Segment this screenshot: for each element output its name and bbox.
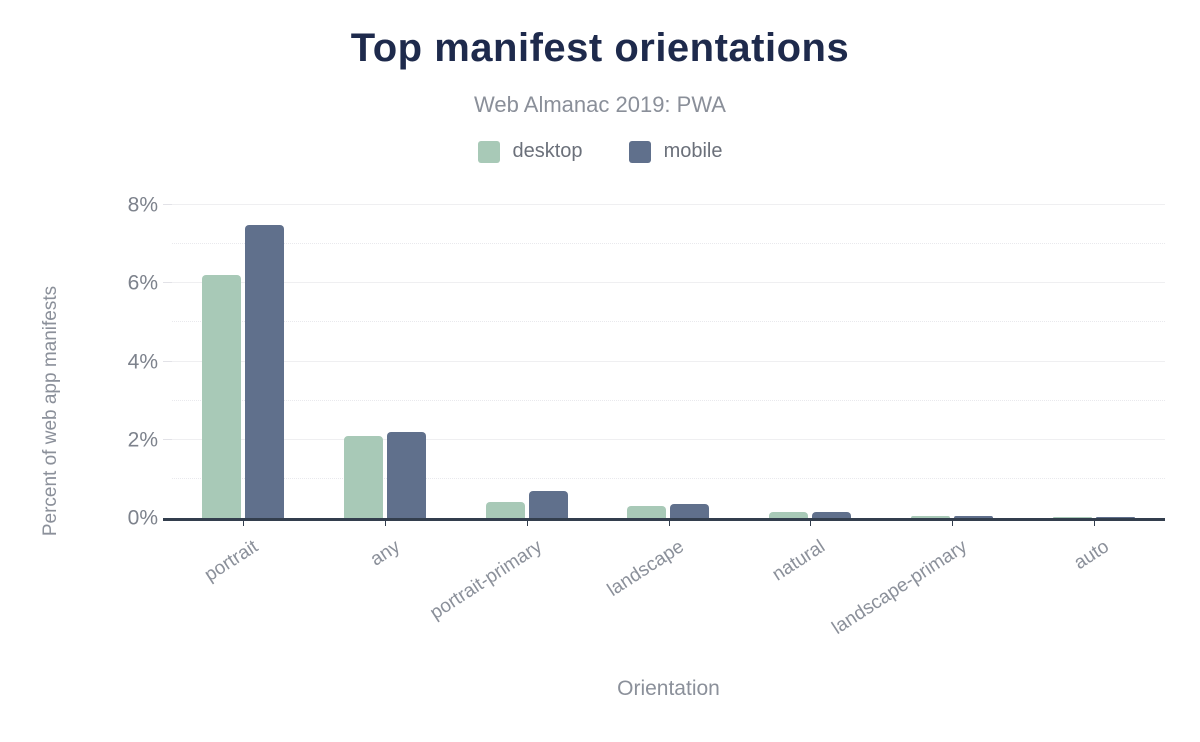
legend-label-mobile: mobile bbox=[663, 140, 723, 162]
x-category-label-portrait-primary: portrait-primary bbox=[426, 536, 546, 624]
y-tick-mark bbox=[163, 360, 172, 362]
bar-desktop-landscape-primary[interactable] bbox=[911, 516, 951, 518]
gridline bbox=[172, 321, 1165, 323]
x-category-label-landscape: landscape bbox=[603, 536, 688, 601]
bar-desktop-auto[interactable] bbox=[1053, 516, 1093, 518]
bar-mobile-portrait-primary[interactable] bbox=[528, 490, 568, 518]
bar-group-any bbox=[314, 205, 456, 518]
bar-group-portrait bbox=[172, 205, 314, 518]
bar-desktop-landscape[interactable] bbox=[627, 506, 667, 518]
gridline bbox=[172, 399, 1165, 401]
x-tick-mark bbox=[526, 521, 528, 526]
x-category-label-auto: auto bbox=[1070, 536, 1113, 574]
legend-swatch-mobile bbox=[628, 140, 651, 163]
legend-item-desktop[interactable]: desktop bbox=[477, 140, 583, 163]
legend-item-mobile[interactable]: mobile bbox=[628, 140, 723, 163]
bar-group-natural bbox=[739, 205, 881, 518]
bar-mobile-auto[interactable] bbox=[1096, 516, 1136, 518]
y-tick-label: 6% bbox=[127, 271, 158, 295]
x-category-label-natural: natural bbox=[769, 536, 830, 586]
bar-group-portrait-primary bbox=[456, 205, 598, 518]
bar-desktop-portrait-primary[interactable] bbox=[485, 502, 525, 518]
x-category-label-any: any bbox=[366, 536, 404, 571]
x-category-label-portrait: portrait bbox=[200, 536, 262, 586]
y-axis-title: Percent of web app manifests bbox=[40, 285, 61, 537]
x-axis-title: Orientation bbox=[617, 677, 720, 700]
x-tick-mark bbox=[668, 521, 670, 526]
bar-group-auto bbox=[1023, 205, 1165, 518]
x-axis-labels: portrait any portrait-primary landscape natu… bbox=[172, 521, 1165, 639]
legend-swatch-desktop bbox=[477, 140, 500, 163]
x-tick-mark bbox=[242, 521, 244, 526]
x-tick-mark bbox=[384, 521, 386, 526]
gridline bbox=[172, 282, 1165, 284]
y-tick-label: 0% bbox=[127, 506, 158, 530]
x-tick-mark bbox=[952, 521, 954, 526]
plot-area: 0% 2% 4% 6% 8% bbox=[128, 195, 1165, 529]
y-tick-mark bbox=[163, 204, 172, 205]
y-tick-label: 2% bbox=[127, 428, 158, 452]
y-tick-mark bbox=[163, 438, 172, 440]
y-tick-label: 4% bbox=[127, 350, 158, 373]
bar-desktop-natural[interactable] bbox=[769, 512, 809, 518]
bar-group-landscape bbox=[598, 205, 740, 518]
legend-label-desktop: desktop bbox=[512, 140, 583, 162]
bar-group-landscape-primary bbox=[881, 205, 1023, 518]
bar-desktop-any[interactable] bbox=[343, 435, 383, 518]
gridline bbox=[172, 360, 1165, 362]
y-tick-mark bbox=[163, 282, 172, 284]
x-category-label-landscape-primary: landscape-primary bbox=[828, 536, 972, 639]
gridline bbox=[172, 204, 1165, 205]
x-tick-mark bbox=[1094, 521, 1096, 526]
y-tick-label: 8% bbox=[127, 193, 158, 217]
bar-mobile-any[interactable] bbox=[386, 431, 426, 518]
x-axis-line bbox=[163, 518, 1165, 521]
legend: desktop mobile bbox=[0, 140, 1200, 163]
bar-mobile-landscape-primary[interactable] bbox=[954, 516, 994, 518]
bar-mobile-landscape[interactable] bbox=[670, 504, 710, 518]
x-tick-mark bbox=[810, 521, 812, 526]
chart-title: Top manifest orientations bbox=[350, 26, 850, 70]
gridline bbox=[172, 477, 1165, 479]
gridline bbox=[172, 438, 1165, 440]
chart-subtitle: Web Almanac 2019: PWA bbox=[474, 92, 726, 117]
bar-mobile-portrait[interactable] bbox=[244, 224, 284, 518]
bar-mobile-natural[interactable] bbox=[812, 512, 852, 518]
gridline bbox=[172, 243, 1165, 245]
bar-desktop-portrait[interactable] bbox=[201, 275, 241, 518]
